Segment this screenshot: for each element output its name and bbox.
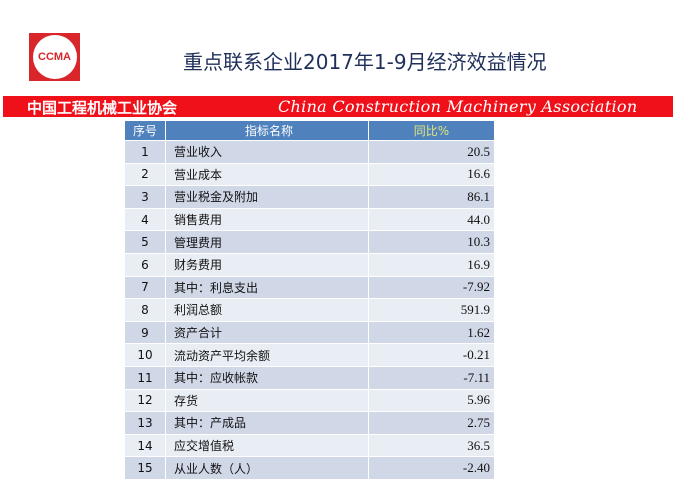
row-name: 销售费用	[165, 207, 369, 232]
row-yoy: 20.5	[368, 140, 495, 164]
economic-indicators-table: 序号 指标名称 同比% 1 营业收入 20.5 2 营业成本 16.6 3 营业税金及附加 86…	[124, 120, 495, 480]
table-row: 8 利润总额 591.9	[124, 298, 495, 322]
table-row: 9 资产合计 1.62	[124, 320, 495, 345]
row-index: 10	[124, 343, 166, 367]
header-index: 序号	[124, 120, 166, 141]
row-index: 14	[124, 433, 166, 458]
row-yoy: -7.92	[368, 275, 495, 300]
row-index: 13	[124, 411, 166, 435]
ccma-logo: CCMA	[29, 33, 80, 81]
row-yoy: 2.75	[368, 411, 495, 435]
row-index: 4	[124, 207, 166, 232]
table-row: 11 其中：应收帐款 -7.11	[124, 365, 495, 390]
row-name: 营业成本	[165, 162, 369, 187]
page-title: 重点联系企业2017年1-9月经济效益情况	[183, 50, 547, 74]
row-index: 5	[124, 230, 166, 254]
row-name: 资产合计	[165, 320, 369, 345]
table-row: 7 其中：利息支出 -7.92	[124, 275, 495, 300]
row-index: 6	[124, 252, 166, 277]
row-name: 流动资产平均余额	[165, 343, 369, 367]
table-row: 4 销售费用 44.0	[124, 207, 495, 232]
row-yoy: -2.40	[368, 456, 495, 480]
logo-text: CCMA	[32, 35, 77, 79]
row-yoy: 16.9	[368, 252, 495, 277]
table-row: 13 其中：产成品 2.75	[124, 411, 495, 435]
row-name: 存货	[165, 388, 369, 413]
row-index: 9	[124, 320, 166, 345]
row-index: 12	[124, 388, 166, 413]
row-index: 11	[124, 365, 166, 390]
row-yoy: 16.6	[368, 162, 495, 187]
table-row: 5 管理费用 10.3	[124, 230, 495, 254]
table-row: 12 存货 5.96	[124, 388, 495, 413]
header-name: 指标名称	[165, 120, 369, 141]
row-index: 8	[124, 298, 166, 322]
row-name: 管理费用	[165, 230, 369, 254]
row-index: 7	[124, 275, 166, 300]
row-name: 其中：产成品	[165, 411, 369, 435]
row-yoy: -0.21	[368, 343, 495, 367]
row-name: 其中：应收帐款	[165, 365, 369, 390]
row-name: 财务费用	[165, 252, 369, 277]
row-yoy: 1.62	[368, 320, 495, 345]
table-row: 14 应交增值税 36.5	[124, 433, 495, 458]
row-name: 应交增值税	[165, 433, 369, 458]
row-yoy: 5.96	[368, 388, 495, 413]
row-index: 15	[124, 456, 166, 480]
row-name: 其中：利息支出	[165, 275, 369, 300]
table-row: 6 财务费用 16.9	[124, 252, 495, 277]
row-name: 营业收入	[165, 140, 369, 164]
table-row: 1 营业收入 20.5	[124, 140, 495, 164]
row-yoy: 44.0	[368, 207, 495, 232]
row-index: 2	[124, 162, 166, 187]
table-row: 3 营业税金及附加 86.1	[124, 185, 495, 209]
row-yoy: -7.11	[368, 365, 495, 390]
row-index: 3	[124, 185, 166, 209]
row-name: 从业人数（人）	[165, 456, 369, 480]
banner-en: China Construction Machinery Association	[278, 97, 638, 116]
row-name: 营业税金及附加	[165, 185, 369, 209]
table-row: 15 从业人数（人） -2.40	[124, 456, 495, 480]
row-yoy: 36.5	[368, 433, 495, 458]
table-row: 2 营业成本 16.6	[124, 162, 495, 187]
row-index: 1	[124, 140, 166, 164]
row-yoy: 591.9	[368, 298, 495, 322]
association-banner: 中国工程机械工业协会 China Construction Machinery …	[3, 96, 673, 117]
header-yoy: 同比%	[368, 120, 495, 141]
row-yoy: 10.3	[368, 230, 495, 254]
banner-cn: 中国工程机械工业协会	[27, 99, 178, 117]
table-row: 10 流动资产平均余额 -0.21	[124, 343, 495, 367]
row-yoy: 86.1	[368, 185, 495, 209]
row-name: 利润总额	[165, 298, 369, 322]
